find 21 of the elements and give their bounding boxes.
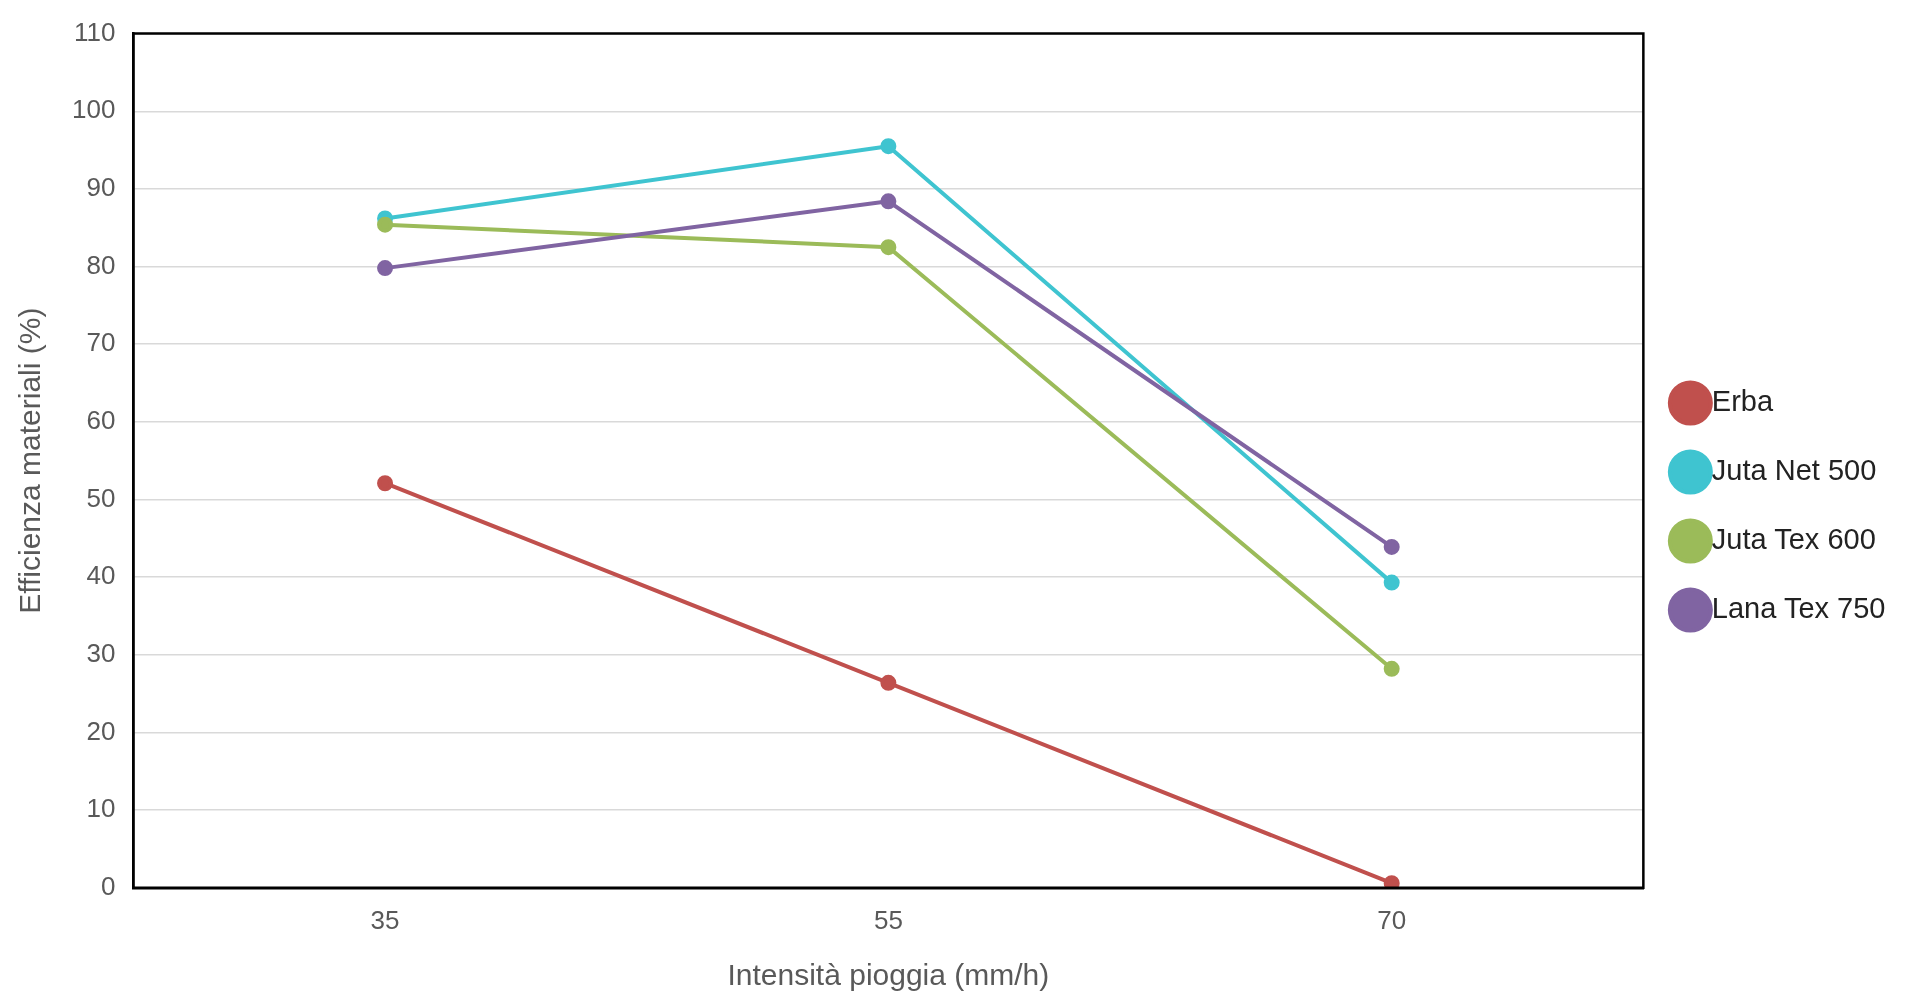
legend-label: Juta Tex 600 [1711, 523, 1876, 555]
x-tick-label: 35 [370, 904, 400, 935]
x-tick-label: 70 [1377, 904, 1407, 935]
y-tick-label: 0 [100, 870, 116, 901]
y-tick-label: 80 [86, 249, 116, 280]
legend-label: Juta Net 500 [1711, 454, 1877, 486]
y-tick-label: 40 [86, 560, 116, 591]
x-axis-title: Intensità pioggia (mm/h) [727, 958, 1050, 992]
y-tick-label: 110 [73, 16, 116, 47]
y-tick-label: 100 [71, 94, 116, 125]
y-tick-label: 30 [86, 638, 116, 669]
y-tick-label: 70 [86, 327, 116, 358]
y-tick-label: 90 [86, 172, 116, 203]
y-tick-label: 20 [86, 715, 116, 746]
legend-label: Erba [1711, 385, 1774, 417]
legend-label: Lana Tex 750 [1711, 592, 1886, 624]
x-tick-label: 55 [873, 904, 903, 935]
y-tick-label: 10 [86, 793, 116, 824]
y-axis-title: Efficienza materiali (%) [13, 307, 47, 614]
y-tick-label: 60 [86, 405, 116, 436]
y-tick-label: 50 [86, 482, 116, 513]
